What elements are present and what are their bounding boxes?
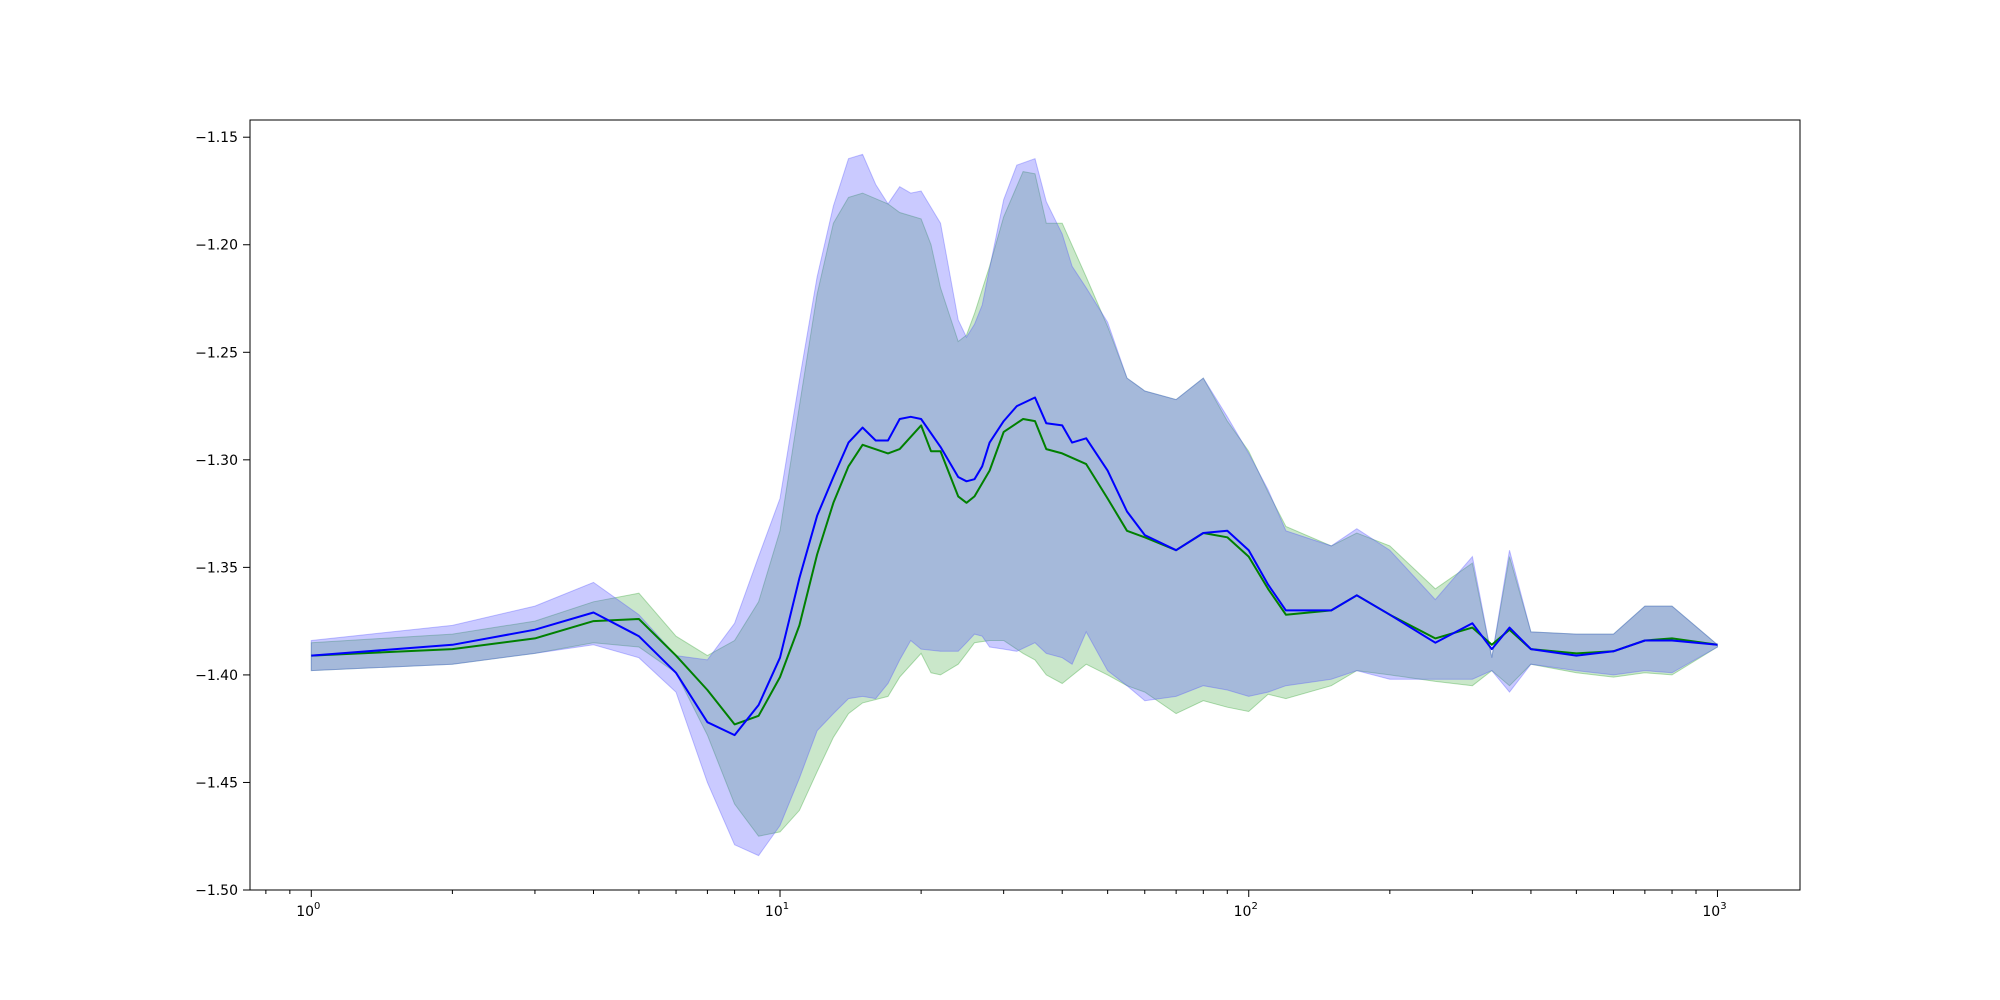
y-tick-label: −1.30 xyxy=(195,453,238,469)
series-lines xyxy=(311,396,1718,737)
series-2-band xyxy=(310,153,1718,857)
series-1-band xyxy=(310,171,1718,837)
y-tick-label: −1.45 xyxy=(195,775,238,791)
y-tick-label: −1.15 xyxy=(195,130,238,146)
x-tick-label: 100 xyxy=(296,901,320,920)
y-tick-label: −1.25 xyxy=(195,345,238,361)
series-2-line xyxy=(311,396,1718,737)
y-tick-label: −1.20 xyxy=(195,238,238,254)
confidence-bands xyxy=(310,153,1718,857)
y-tick-label: −1.35 xyxy=(195,560,238,576)
plot-frame xyxy=(249,119,1801,891)
x-tick-label: 101 xyxy=(765,901,789,920)
y-tick-label: −1.50 xyxy=(195,883,238,899)
x-tick-label: 102 xyxy=(1234,901,1258,920)
y-tick-label: −1.40 xyxy=(195,668,238,684)
x-axis: 100 101 102 103 xyxy=(265,890,1727,920)
y-axis: −1.15 −1.20 −1.25 −1.30 −1.35 −1.40 −1.45 −1.50 xyxy=(195,130,250,899)
x-tick-label: 103 xyxy=(1702,901,1726,920)
